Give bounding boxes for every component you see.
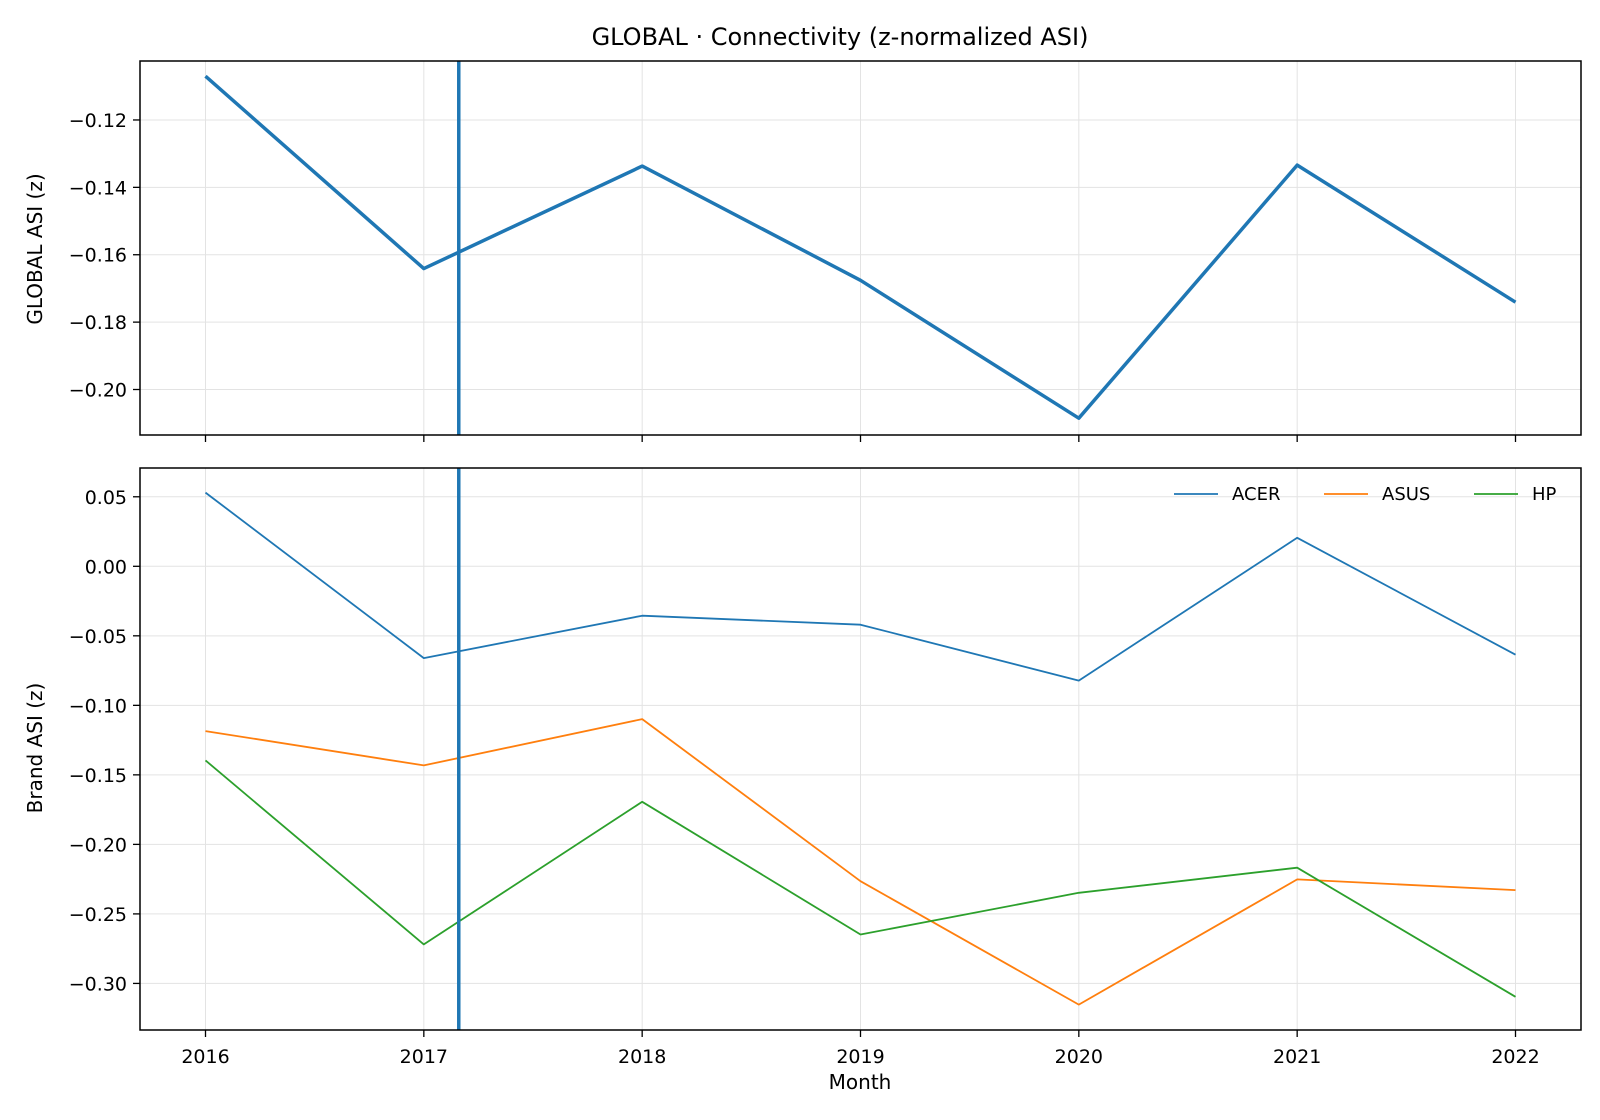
x-tick-label: 2017 — [400, 1046, 448, 1068]
legend-label-asus: ASUS — [1382, 484, 1430, 505]
y-tick-label: −0.25 — [69, 904, 127, 926]
x-tick-label: 2020 — [1055, 1046, 1103, 1068]
y-tick-label: 0.00 — [85, 556, 127, 578]
y-tick-label: −0.12 — [69, 110, 127, 132]
x-tick-label: 2016 — [181, 1046, 229, 1068]
x-axis-label: Month — [829, 1070, 892, 1094]
series-line-global — [204, 74, 1517, 420]
legend-label-hp: HP — [1532, 484, 1557, 505]
y-tick-label: 0.05 — [85, 487, 127, 509]
series-line-asus — [205, 718, 1516, 1006]
x-tick-label: 2021 — [1273, 1046, 1321, 1068]
y-tick-label: −0.20 — [69, 834, 127, 856]
y-tick-label: −0.20 — [69, 380, 127, 402]
y-tick-label: −0.18 — [69, 312, 127, 334]
legend: ACER ASUS HP — [1174, 484, 1557, 505]
x-tick-label: 2022 — [1491, 1046, 1539, 1068]
series-line-acer — [204, 491, 1516, 682]
global-panel: −0.12 −0.14 −0.16 −0.18 −0.20 — [69, 60, 1582, 442]
x-tick-label: 2019 — [836, 1046, 884, 1068]
y-tick-label: −0.30 — [69, 973, 127, 995]
y-tick-label: −0.10 — [69, 695, 127, 717]
brand-panel: 0.05 0.00 −0.05 −0.10 −0.15 −0.20 −0.25 −0.30 20… — [69, 467, 1582, 1068]
y-axis-label-brand: Brand ASI (z) — [23, 683, 47, 814]
y-tick-label: −0.05 — [69, 626, 127, 648]
x-tick-label: 2018 — [618, 1046, 666, 1068]
legend-label-acer: ACER — [1232, 484, 1280, 505]
y-tick-label: −0.14 — [69, 177, 127, 199]
y-tick-label: −0.16 — [69, 245, 127, 267]
y-axis-label-global: GLOBAL ASI (z) — [23, 173, 47, 324]
y-tick-label: −0.15 — [69, 765, 127, 787]
series-line-hp — [204, 759, 1516, 998]
chart-title: GLOBAL · Connectivity (z-normalized ASI) — [592, 23, 1089, 51]
